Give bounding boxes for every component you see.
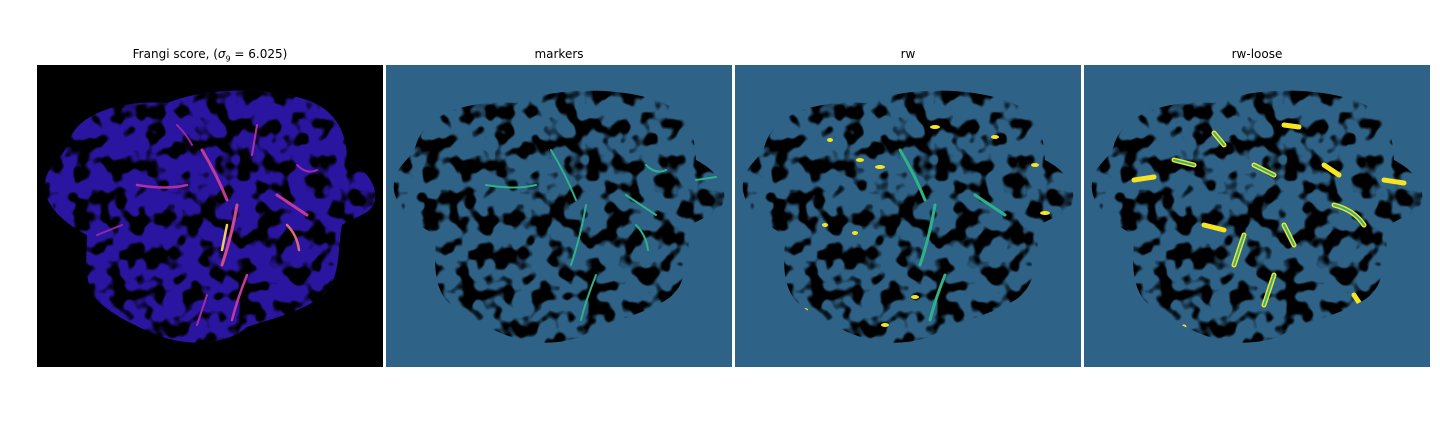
frangi-score-image [37, 65, 383, 367]
rw-image [735, 65, 1081, 367]
panel-title-markers: markers [534, 47, 584, 61]
rw-vessels [898, 148, 1007, 322]
panel-title-rw-loose: rw-loose [1231, 47, 1283, 61]
marker-vessels [485, 149, 717, 321]
frangi-vessel-highlights [96, 124, 318, 326]
panel-title-frangi: Frangi score, (σ9 = 6.025) [132, 47, 288, 64]
markers-image [386, 65, 732, 367]
rw-loose-vessels [1173, 132, 1365, 306]
rw-loose-image [1084, 65, 1430, 367]
panel-title-rw: rw [900, 47, 916, 61]
rw-yellow-regions [802, 125, 1050, 327]
